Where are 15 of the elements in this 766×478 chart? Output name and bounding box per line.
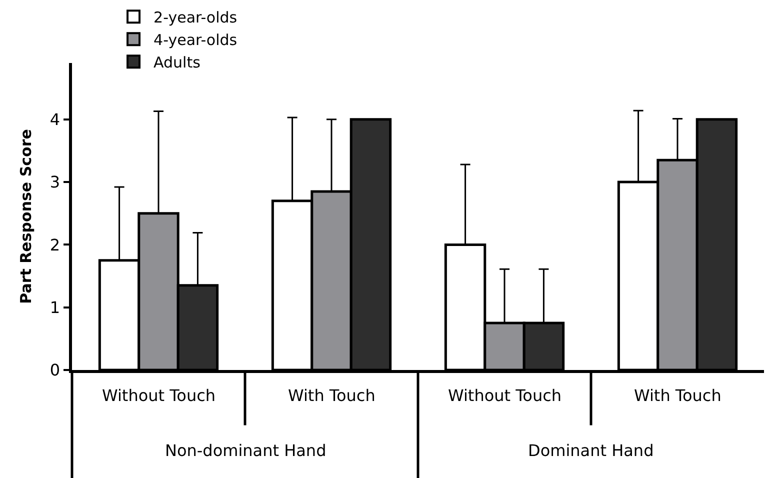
legend-label: 2-year-olds: [154, 8, 238, 26]
x-tick-label: With Touch: [288, 386, 376, 405]
text: Non-dominant Hand: [165, 441, 326, 460]
y-axis-title: Part Response Score: [17, 129, 36, 304]
y-tick-label: 3: [50, 172, 60, 192]
y-tick-label: 2: [50, 235, 60, 254]
y-tick-label: 4: [50, 110, 60, 129]
legend-label: 4-year-olds: [154, 31, 238, 49]
y-tick-label: 1: [50, 298, 60, 317]
x-tick-label: With Touch: [634, 386, 722, 405]
y-tick-label: 0: [50, 360, 60, 380]
x-tick-label: Without Touch: [448, 386, 562, 405]
text: Dominant Hand: [528, 441, 654, 460]
legend-label: Adults: [154, 54, 201, 72]
x-tick-label: Without Touch: [102, 386, 216, 405]
